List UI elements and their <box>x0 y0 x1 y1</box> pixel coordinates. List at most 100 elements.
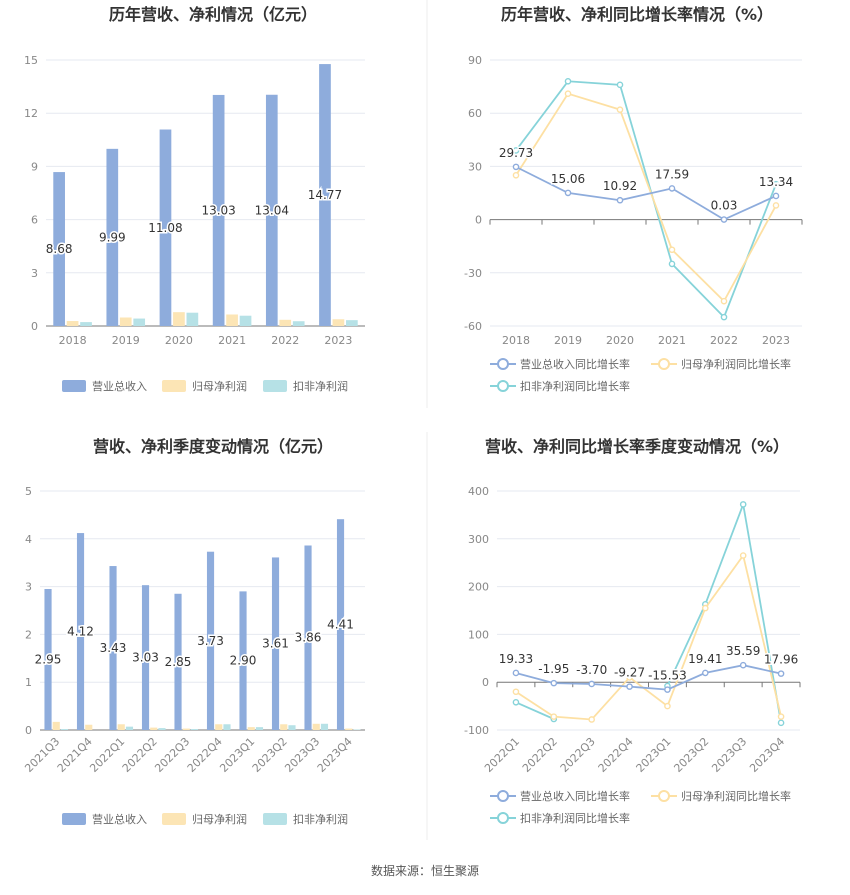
x-tick-label: 2023Q1 <box>633 735 673 775</box>
series-point <box>778 671 783 676</box>
bar-parent-profit <box>333 319 345 326</box>
legend-label: 扣非净利润 <box>293 812 348 826</box>
series-point <box>669 247 674 252</box>
y-tick-label: 9 <box>31 160 38 173</box>
legend-marker <box>498 359 508 369</box>
point-data-label: 15.06 <box>551 172 585 186</box>
chart-title: 营收、净利同比增长率季度变动情况（%） <box>485 437 789 456</box>
y-tick-label: -60 <box>464 320 482 333</box>
chart-title: 历年营收、净利情况（亿元） <box>109 5 317 24</box>
series-line-parent-profit <box>516 94 776 301</box>
y-tick-label: 6 <box>31 214 38 227</box>
series-line-parent-profit <box>516 556 781 720</box>
x-tick-label: 2022Q4 <box>185 735 225 775</box>
bar-data-label: 3.03 <box>132 651 159 665</box>
series-point <box>741 502 746 507</box>
series-point <box>589 717 594 722</box>
x-tick-label: 2023 <box>762 334 790 347</box>
legend-swatch <box>162 813 186 825</box>
bar-deducted-profit <box>293 321 305 326</box>
legend-marker <box>498 813 508 823</box>
legend-swatch <box>263 380 287 392</box>
y-tick-label: -30 <box>464 267 482 280</box>
point-data-label: 17.96 <box>764 653 798 667</box>
bar-parent-profit <box>215 724 222 730</box>
y-tick-label: 200 <box>468 581 489 594</box>
point-data-label: 17.59 <box>655 167 689 181</box>
bar-parent-profit <box>226 314 238 326</box>
bar-parent-profit <box>120 317 132 326</box>
legend-swatch <box>62 813 86 825</box>
y-tick-label: 0 <box>482 676 489 689</box>
series-point <box>669 261 674 266</box>
y-tick-label: 4 <box>25 533 32 546</box>
chart-3: 营收、净利季度变动情况（亿元）0123452021Q32021Q42022Q12… <box>22 437 365 826</box>
legend-label: 扣非净利润 <box>293 379 348 393</box>
legend-label: 营业总收入同比增长率 <box>520 357 630 371</box>
series-line-deducted-profit <box>667 504 781 722</box>
bar-data-label: 8.68 <box>46 242 73 256</box>
series-point <box>703 606 708 611</box>
x-tick-label: 2018 <box>502 334 530 347</box>
series-point <box>627 684 632 689</box>
x-tick-label: 2023Q2 <box>671 735 711 775</box>
legend-label: 扣非净利润同比增长率 <box>520 379 630 393</box>
x-tick-label: 2018 <box>59 334 87 347</box>
bar-data-label: 4.12 <box>67 625 94 639</box>
y-tick-label: 400 <box>468 485 489 498</box>
x-tick-label: 2023Q1 <box>217 735 257 775</box>
chart-title: 营收、净利季度变动情况（亿元） <box>93 437 333 456</box>
y-tick-label: 0 <box>475 214 482 227</box>
bar-data-label: 11.08 <box>148 221 182 235</box>
source-note: 数据来源：恒生聚源 <box>0 862 850 879</box>
x-tick-label: 2023Q3 <box>282 735 322 775</box>
bar-parent-profit <box>183 729 190 730</box>
series-point <box>565 190 570 195</box>
series-point <box>665 687 670 692</box>
bar-data-label: 13.03 <box>201 203 235 217</box>
legend-label: 归母净利润 <box>192 379 247 393</box>
bar-data-label: 13.04 <box>255 203 289 217</box>
point-data-label: 19.33 <box>499 652 533 666</box>
bar-deducted-profit <box>288 725 295 730</box>
legend-marker <box>659 791 669 801</box>
bar-deducted-profit <box>80 322 92 326</box>
x-tick-label: 2023Q3 <box>709 735 749 775</box>
bar-parent-profit <box>53 722 60 730</box>
series-point <box>741 663 746 668</box>
bar-data-label: 3.43 <box>100 641 127 655</box>
bar-deducted-profit <box>256 727 263 730</box>
bar-parent-profit <box>280 724 287 730</box>
point-data-label: 19.41 <box>688 652 722 666</box>
series-point <box>513 164 518 169</box>
y-tick-label: 2 <box>25 628 32 641</box>
x-tick-label: 2023Q4 <box>315 735 355 775</box>
bar-deducted-profit <box>346 320 358 326</box>
bar-parent-profit <box>150 728 157 730</box>
legend-swatch <box>263 813 287 825</box>
legend-label: 归母净利润同比增长率 <box>681 357 791 371</box>
bar-deducted-profit <box>240 316 252 326</box>
bar-data-label: 3.61 <box>262 637 289 651</box>
series-point <box>551 681 556 686</box>
bar-data-label: 4.41 <box>327 618 354 632</box>
series-point <box>513 700 518 705</box>
y-tick-label: 1 <box>25 676 32 689</box>
chart-title: 历年营收、净利同比增长率情况（%） <box>501 5 773 24</box>
series-point <box>721 299 726 304</box>
bar-parent-profit <box>279 320 291 326</box>
legend-marker <box>498 381 508 391</box>
x-tick-label: 2021 <box>218 334 246 347</box>
series-point <box>513 689 518 694</box>
series-point <box>665 704 670 709</box>
chart-4: 营收、净利同比增长率季度变动情况（%）-10001002003004002022… <box>464 437 800 825</box>
point-data-label: -9.27 <box>614 666 645 680</box>
x-tick-label: 2020 <box>165 334 193 347</box>
bar-parent-profit <box>173 312 185 326</box>
series-point <box>773 203 778 208</box>
bar-deducted-profit <box>158 728 165 730</box>
x-tick-label: 2022Q2 <box>520 735 560 775</box>
bar-data-label: 2.95 <box>35 652 62 666</box>
